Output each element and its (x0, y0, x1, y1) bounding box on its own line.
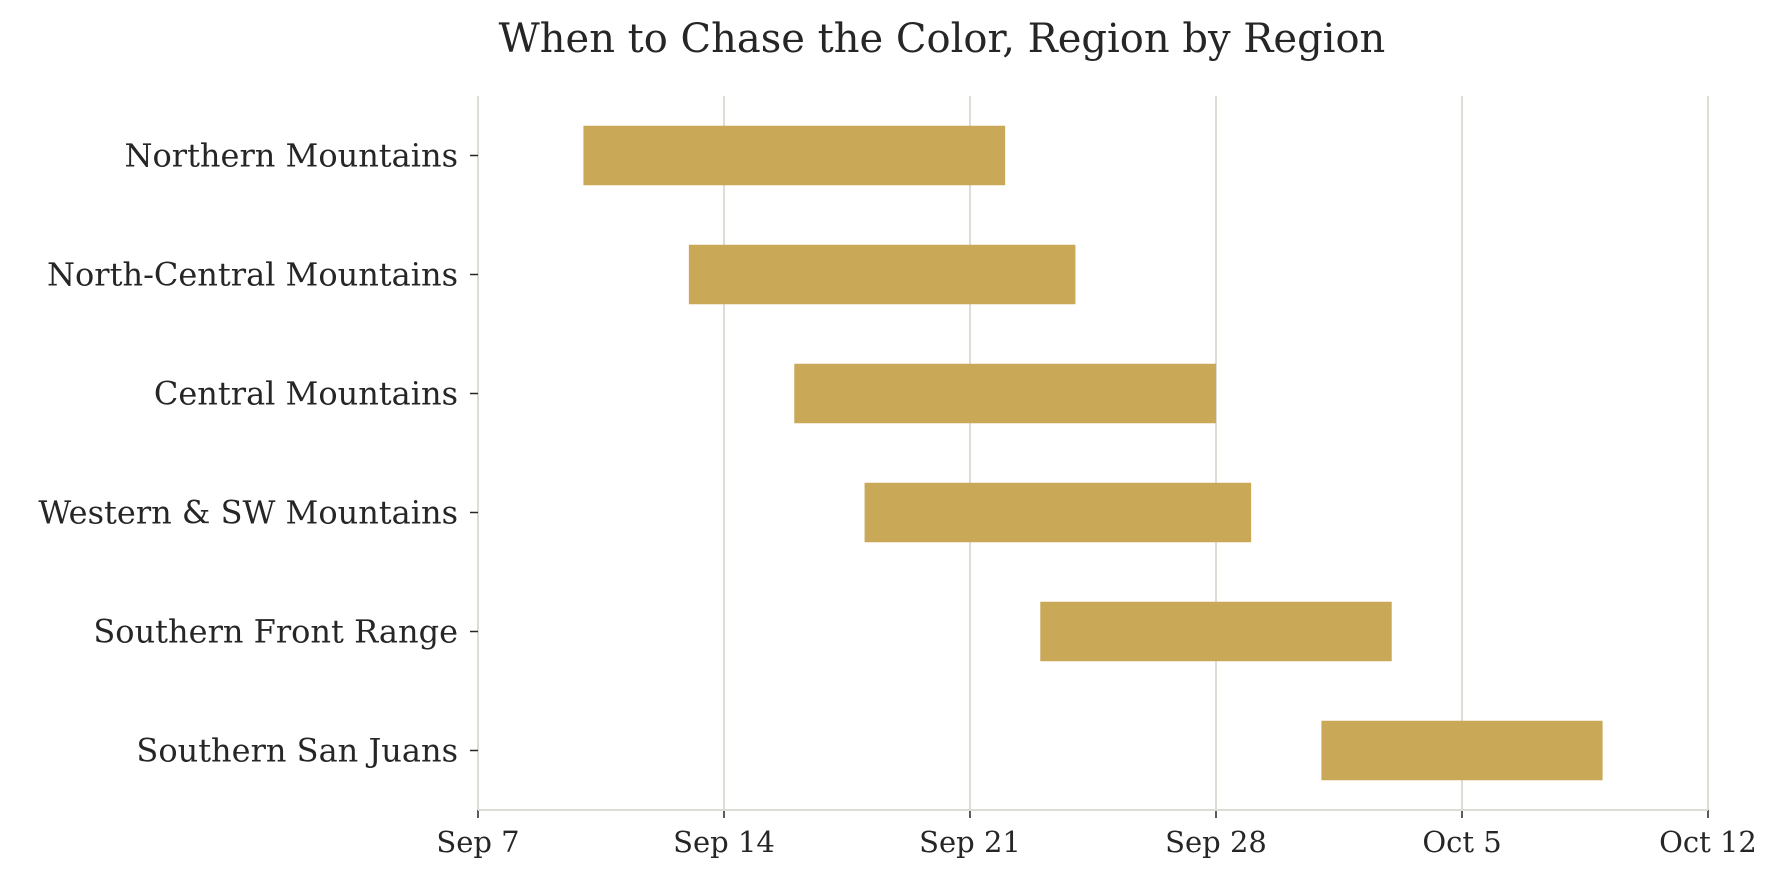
bar (794, 363, 1216, 424)
bar (583, 125, 1006, 186)
y-tick-label: Northern Mountains (125, 137, 459, 175)
bar (1040, 601, 1392, 662)
bar (1321, 720, 1603, 781)
y-tick-label: Western & SW Mountains (38, 494, 458, 532)
bar (864, 482, 1252, 543)
gridlines (477, 96, 1709, 810)
y-tick-label: Southern Front Range (93, 613, 458, 651)
x-tick-label: Sep 14 (673, 825, 775, 859)
x-tick-label: Sep 21 (919, 825, 1021, 859)
x-tick-label: Oct 5 (1422, 825, 1501, 859)
x-tick-label: Sep 28 (1165, 825, 1267, 859)
bars (583, 125, 1603, 781)
bar (688, 244, 1076, 305)
x-tick-label: Sep 7 (436, 825, 519, 859)
chart-title: When to Chase the Color, Region by Regio… (499, 16, 1386, 62)
axes: Sep 7 Sep 14 Sep 21 Sep 28 Oct 5 Oct 12 Northe… (38, 96, 1757, 859)
y-tick-label: Southern San Juans (136, 732, 458, 770)
y-tick-label: Central Mountains (154, 375, 458, 413)
x-tick-label: Oct 12 (1659, 825, 1757, 859)
y-tick-label: North-Central Mountains (47, 256, 458, 294)
